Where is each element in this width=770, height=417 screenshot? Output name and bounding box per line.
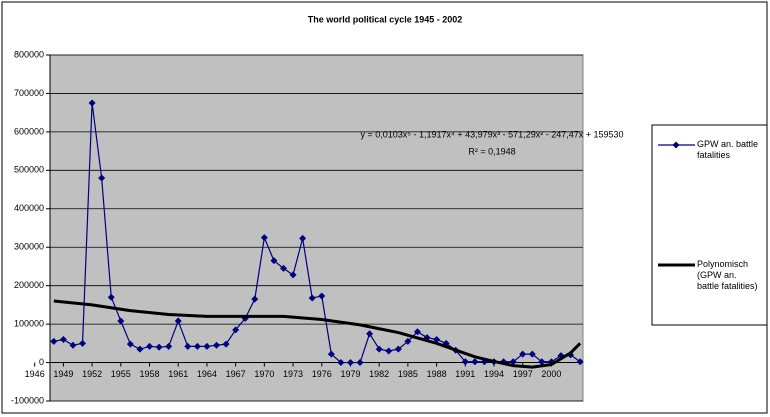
data-point (146, 342, 154, 350)
x-tick-label: 1967 (226, 369, 246, 379)
legend-label: GPW an. battle fatalities (697, 139, 759, 160)
legend-label-box: Polynomisch (GPW an. battle fatalities) (697, 259, 758, 291)
data-point (433, 335, 441, 343)
x-tick-label: 1973 (283, 369, 303, 379)
x-tick-label: 1976 (312, 369, 332, 379)
y-tick-label: 400000 (14, 203, 44, 213)
data-point (346, 359, 354, 367)
trend-equation: y = 0,0103x⁵ - 1,1917x⁴ + 43,979x³ - 571… (360, 129, 623, 139)
data-point (136, 345, 144, 353)
data-point (279, 264, 287, 272)
x-tick-label: 1991 (455, 369, 475, 379)
plot-area (49, 54, 584, 402)
data-point (289, 271, 297, 279)
y-tick-label: 300000 (14, 242, 44, 252)
x-tick-label: 1988 (427, 369, 447, 379)
data-point (270, 257, 278, 265)
data-point (509, 358, 517, 366)
data-point (193, 342, 201, 350)
x-tick-label: 2000 (541, 369, 561, 379)
x-tick-label: 1997 (513, 369, 533, 379)
data-point (471, 358, 479, 366)
data-point (174, 317, 182, 325)
data-point (538, 358, 546, 366)
data-point (260, 234, 268, 242)
chart-title: The world political cycle 1945 - 2002 (308, 14, 463, 24)
data-point (375, 345, 383, 353)
data-point (222, 340, 230, 348)
data-point (203, 342, 211, 350)
data-point (251, 295, 259, 303)
series-line (53, 299, 582, 369)
data-point (461, 358, 469, 366)
data-point (117, 317, 125, 325)
x-tick-label: 1970 (254, 369, 274, 379)
legend-label: Polynomisch (GPW an. battle fatalities) (697, 259, 758, 291)
data-point (327, 350, 335, 358)
x-tick-label: 1964 (197, 369, 217, 379)
legend: GPW an. battle fatalities Polynomisch (GP… (651, 124, 768, 326)
x-tick-label: 1985 (398, 369, 418, 379)
x-tick-label: 1979 (340, 369, 360, 379)
x-tick-label: 1994 (484, 369, 504, 379)
y-tick-label: 600000 (14, 126, 44, 136)
x-tick-label: 1949 (53, 369, 73, 379)
y-tick-label: -100000 (11, 395, 44, 405)
data-point (213, 341, 221, 349)
x-tick-label: 1955 (111, 369, 131, 379)
x-tick-label: 1946 (25, 369, 45, 379)
data-point (299, 234, 307, 242)
legend-label-box: GPW an. battle fatalities (697, 139, 759, 160)
legend-box (651, 124, 768, 326)
data-point (232, 326, 240, 334)
data-point (337, 359, 345, 367)
data-point (576, 358, 584, 366)
x-tick-label: 1982 (369, 369, 389, 379)
y-tick-label: 200000 (14, 280, 44, 290)
y-tick-label: 800000 (14, 49, 44, 59)
data-point (385, 347, 393, 355)
data-point (59, 335, 67, 343)
data-point (126, 340, 134, 348)
y-tick-label: 700000 (14, 88, 44, 98)
legend-marker (672, 141, 680, 149)
x-tick-label: 1961 (168, 369, 188, 379)
x-tick-label: 1958 (140, 369, 160, 379)
data-point (308, 294, 316, 302)
data-point (184, 342, 192, 350)
data-point (404, 337, 412, 345)
r-squared: R² = 0,1948 (468, 146, 515, 156)
y-tick-label: 100000 (14, 318, 44, 328)
data-point (356, 359, 364, 367)
data-point (413, 328, 421, 336)
data-point (519, 350, 527, 358)
data-point (394, 345, 402, 353)
data-point (318, 292, 326, 300)
y-tick-label: 500000 (14, 165, 44, 175)
data-point (50, 337, 58, 345)
y-tick-label: 0 (39, 357, 44, 367)
data-point (165, 342, 173, 350)
data-point (528, 350, 536, 358)
x-tick-label: 1952 (82, 369, 102, 379)
data-point (98, 174, 106, 182)
data-point (366, 330, 374, 338)
data-point (155, 343, 163, 351)
data-point (107, 293, 115, 301)
data-point (88, 99, 96, 107)
data-point (79, 339, 87, 347)
data-point (69, 341, 77, 349)
